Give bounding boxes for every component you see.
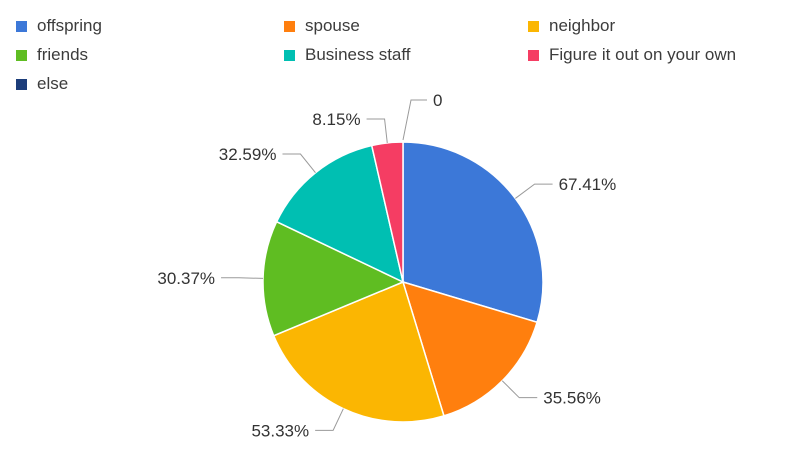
pie-slice-offspring[interactable] bbox=[402, 141, 544, 324]
legend-item-spouse[interactable]: spouse bbox=[284, 16, 360, 36]
legend-swatch bbox=[528, 49, 539, 61]
legend-swatch bbox=[16, 49, 27, 61]
legend-item-neighbor[interactable]: neighbor bbox=[528, 16, 615, 36]
legend-label: friends bbox=[37, 45, 89, 64]
data-label: 67.41% bbox=[559, 175, 617, 194]
leader-line bbox=[402, 99, 427, 141]
pie-slice-neighbor[interactable] bbox=[272, 280, 445, 423]
legend-swatch bbox=[284, 49, 295, 61]
legend-swatch bbox=[528, 20, 539, 32]
data-label: 8.15% bbox=[312, 110, 360, 129]
legend-item-business-staff[interactable]: Business staff bbox=[284, 45, 411, 65]
leader-line bbox=[315, 408, 344, 431]
data-label: 53.33% bbox=[251, 421, 309, 440]
legend-item-figure-it-out[interactable]: Figure it out on your own bbox=[528, 45, 736, 65]
legend-label: Figure it out on your own bbox=[549, 45, 737, 64]
legend-item-friends[interactable]: friends bbox=[16, 45, 88, 65]
leader-line bbox=[501, 380, 538, 399]
legend-item-else[interactable]: else bbox=[16, 74, 68, 94]
pie-slice-friends[interactable] bbox=[262, 220, 405, 337]
leader-line bbox=[515, 183, 553, 199]
legend-label: Business staff bbox=[305, 45, 411, 64]
legend-swatch bbox=[16, 78, 27, 90]
data-labels: 67.41% 35.56% 53.33% 30.37% 32.59% 8.15% 0 bbox=[157, 91, 616, 440]
pie-slice-business-staff[interactable] bbox=[275, 144, 405, 284]
data-label: 32.59% bbox=[219, 145, 277, 164]
leader-lines bbox=[221, 99, 553, 431]
legend-label: spouse bbox=[305, 16, 360, 35]
legend-label: neighbor bbox=[549, 16, 616, 35]
legend-label: else bbox=[37, 74, 69, 93]
pie-slices bbox=[262, 141, 544, 423]
legend-label: offspring bbox=[37, 16, 102, 35]
data-label: 30.37% bbox=[157, 269, 215, 288]
leader-line bbox=[282, 153, 316, 174]
leader-line bbox=[221, 277, 264, 279]
legend-swatch bbox=[16, 20, 27, 32]
legend-item-offspring[interactable]: offspring bbox=[16, 16, 102, 36]
legend-swatch bbox=[284, 20, 295, 32]
data-label: 0 bbox=[433, 91, 442, 110]
leader-line bbox=[366, 118, 388, 143]
data-label: 35.56% bbox=[543, 389, 601, 408]
